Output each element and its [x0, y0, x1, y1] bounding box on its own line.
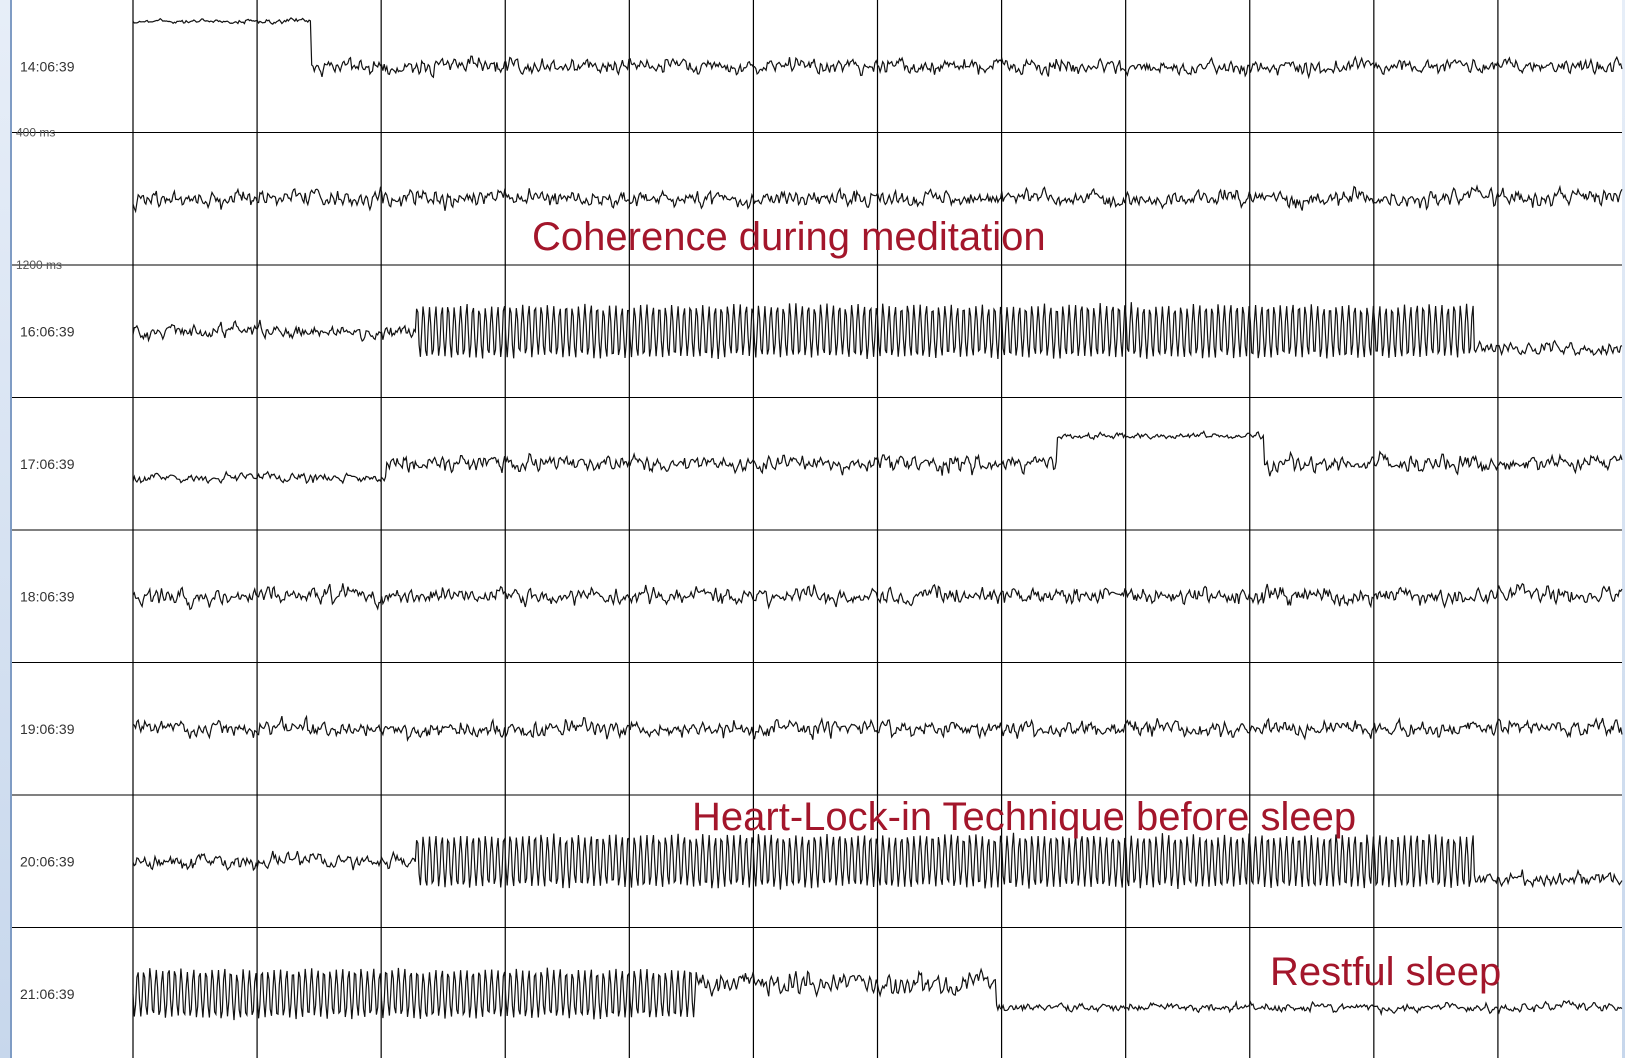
- time-label: 16:06:39: [20, 323, 75, 339]
- hrv-trace: [132, 967, 1623, 1021]
- hrv-trace: [132, 714, 1623, 743]
- hrv-trace: [132, 832, 1623, 890]
- hrv-trace: [132, 430, 1623, 485]
- time-label: 17:06:39: [20, 456, 75, 472]
- time-label: 18:06:39: [20, 588, 75, 604]
- scale-label: 400 ms: [16, 126, 55, 140]
- chart-annotation: Coherence during meditation: [532, 215, 1046, 259]
- time-label: 20:06:39: [20, 853, 75, 869]
- chart-grid: [10, 0, 1622, 1058]
- chart-traces: [132, 17, 1623, 1021]
- chart-annotation: Restful sleep: [1270, 950, 1501, 994]
- hrv-trace: [132, 184, 1623, 214]
- scale-label: 1200 ms: [16, 258, 62, 272]
- chart-labels: 14:06:39 16:06:39 17:06:39 18:06:39 19:06:39…: [16, 58, 1501, 1002]
- time-label: 21:06:39: [20, 986, 75, 1002]
- hrv-trace: [132, 302, 1623, 360]
- hrv-trace: [132, 17, 1623, 80]
- chart-annotation: Heart-Lock-in Technique before sleep: [692, 795, 1356, 839]
- chart-background: [10, 0, 1622, 1058]
- time-label: 14:06:39: [20, 58, 75, 74]
- time-label: 19:06:39: [20, 721, 75, 737]
- hrv-trace: [132, 582, 1623, 611]
